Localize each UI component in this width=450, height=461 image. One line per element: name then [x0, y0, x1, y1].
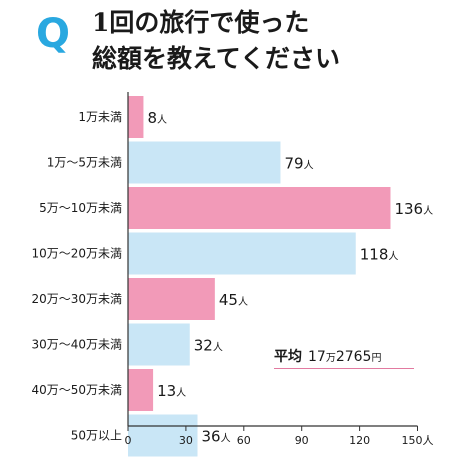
data-label: 13人: [157, 382, 186, 400]
category-label: 1万～5万未満: [47, 156, 122, 170]
data-label: 118人: [360, 246, 399, 264]
x-tick-label: 120: [349, 434, 370, 447]
x-tick-label: 30: [179, 434, 193, 447]
category-label: 20万～30万未満: [31, 292, 122, 306]
bar: [128, 369, 154, 411]
average-value-man-unit: 万: [325, 353, 336, 364]
data-label: 79人: [284, 155, 313, 173]
x-tick-label: 0: [125, 434, 132, 447]
bar: [128, 323, 190, 366]
category-label: 30万～40万未満: [31, 338, 122, 352]
bar: [128, 414, 198, 457]
category-label: 50万以上: [71, 429, 122, 443]
data-label: 136人: [394, 200, 433, 218]
bar: [128, 187, 391, 229]
bar: [128, 232, 356, 275]
bar: [128, 278, 215, 320]
bar: [128, 96, 144, 138]
category-label: 1万未満: [78, 110, 122, 124]
category-label: 10万～20万未満: [31, 247, 122, 261]
data-label: 8人: [147, 109, 167, 127]
data-label: 36人: [201, 428, 230, 446]
bar: [128, 141, 281, 184]
x-tick-label: 60: [237, 434, 251, 447]
chart-title-line-1: 1回の旅行で使った: [92, 8, 310, 37]
q-icon: Q: [36, 11, 71, 57]
data-label: 32人: [194, 337, 223, 355]
x-tick-label: 90: [295, 434, 309, 447]
average-value-yen-unit: 円: [371, 353, 382, 364]
average-annotation: 平均 17万2765円: [274, 346, 414, 369]
x-tick-label: 150人: [402, 434, 434, 447]
average-value-main: 17: [308, 349, 326, 365]
category-label: 5万～10万未満: [39, 201, 122, 215]
category-label: 40万～50万未満: [31, 383, 122, 397]
average-value-rest: 2765: [335, 349, 372, 365]
chart-title-line-2: 総額を教えてください: [92, 44, 341, 73]
data-label: 45人: [219, 291, 248, 309]
average-label: 平均: [274, 349, 302, 365]
